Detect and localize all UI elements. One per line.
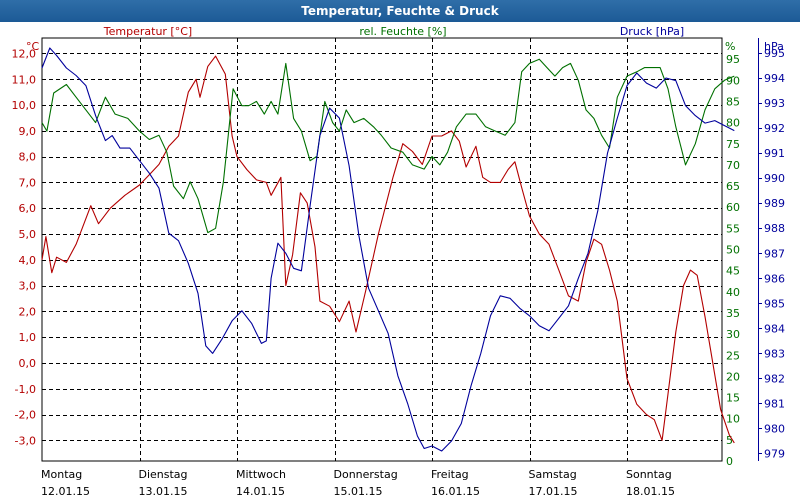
x-day-label: Freitag [431,468,469,481]
humidity-tick-label: 45 [726,265,740,278]
pressure-tick-label: 992 [764,122,785,135]
humidity-axis-title: rel. Feuchte [%] [359,25,446,38]
pressure-tick-label: 991 [764,147,785,160]
temp-tick-label: 2,0 [19,305,37,318]
pressure-tick-label: 989 [764,197,785,210]
humidity-tick-label: 35 [726,307,740,320]
temp-tick-label: 6,0 [19,202,37,215]
pressure-tick-label: 980 [764,422,785,435]
x-date-label: 13.01.15 [139,485,188,498]
pressure-tick-label: 994 [764,72,785,85]
humidity-tick-label: 85 [726,95,740,108]
humidity-tick-label: 20 [726,370,740,383]
chart-axes: 12,0 11,0 10,0 9,0 8,0 7,0 6,0 5,0 4,0 3,0 2,0 1,0 0… [12,38,785,468]
humidity-tick-label: 70 [726,159,740,172]
temp-tick-label: 12,0 [12,47,37,60]
temp-tick-label: 5,0 [19,228,37,241]
window-title: Temperatur, Feuchte & Druck [0,0,800,22]
chart-series [41,47,735,452]
temp-tick-label: 0,0 [19,357,37,370]
humidity-tick-label: 15 [726,392,740,405]
pressure-tick-label: 982 [764,372,785,385]
humidity-tick-label: 55 [726,222,740,235]
humidity-tick-label: 5 [726,434,733,447]
x-day-label: Mittwoch [236,468,286,481]
temp-tick-label: -2,0 [15,409,36,422]
pressure-tick-label: 985 [764,297,785,310]
temp-tick-label: 10,0 [12,99,37,112]
x-day-label: Donnerstag [334,468,398,481]
humidity-tick-label: 10 [726,413,740,426]
humidity-unit-label: % [725,40,735,53]
temp-tick-label: 11,0 [12,73,37,86]
humidity-tick-label: 0 [726,455,733,468]
chart-grid [41,37,723,462]
humidity-tick-label: 25 [726,349,740,362]
humidity-tick-label: 80 [726,117,740,130]
pressure-tick-label: 979 [764,447,785,460]
temp-tick-label: 8,0 [19,151,37,164]
pressure-tick-label: 988 [764,222,785,235]
series-line-temperature [41,55,735,444]
x-date-label: 15.01.15 [334,485,383,498]
pressure-tick-label: 993 [764,97,785,110]
pressure-tick-label: 983 [764,347,785,360]
humidity-tick-label: 60 [726,201,740,214]
x-date-label: 14.01.15 [236,485,285,498]
pressure-unit-label: hPa [764,40,784,53]
humidity-tick-label: 75 [726,138,740,151]
plot-frame [41,37,723,462]
x-date-label: 12.01.15 [41,485,90,498]
temp-tick-label: 9,0 [19,125,37,138]
series-line-pressure [41,47,735,452]
humidity-tick-label: 90 [726,74,740,87]
x-day-label: Dienstag [139,468,188,481]
temp-tick-label: 3,0 [19,280,37,293]
pressure-tick-label: 995 [764,47,785,60]
humidity-tick-label: 65 [726,180,740,193]
x-day-label: Montag [41,468,82,481]
x-date-label: 16.01.15 [431,485,480,498]
x-date-label: 17.01.15 [529,485,578,498]
temp-tick-label: -3,0 [15,434,36,447]
series-line-humidity [41,58,735,234]
chart-axis-labels: Temperatur [°C] rel. Feuchte [%] Druck [hP… [41,25,684,498]
pressure-tick-label: 987 [764,247,785,260]
temp-tick-label: -1,0 [15,383,36,396]
temp-tick-label: 7,0 [19,176,37,189]
temp-unit-label: °C [26,40,40,53]
humidity-tick-label: 30 [726,328,740,341]
humidity-tick-label: 40 [726,286,740,299]
humidity-tick-label: 50 [726,244,740,257]
x-day-label: Samstag [529,468,577,481]
pressure-tick-label: 984 [764,322,785,335]
temperature-axis-title: Temperatur [°C] [103,25,192,38]
temp-tick-label: 4,0 [19,254,37,267]
humidity-tick-label: 95 [726,53,740,66]
pressure-tick-label: 986 [764,272,785,285]
pressure-tick-label: 990 [764,172,785,185]
x-day-label: Sonntag [626,468,672,481]
x-date-label: 18.01.15 [626,485,675,498]
pressure-axis-title: Druck [hPa] [620,25,684,38]
pressure-tick-label: 981 [764,397,785,410]
temp-tick-label: 1,0 [19,331,37,344]
